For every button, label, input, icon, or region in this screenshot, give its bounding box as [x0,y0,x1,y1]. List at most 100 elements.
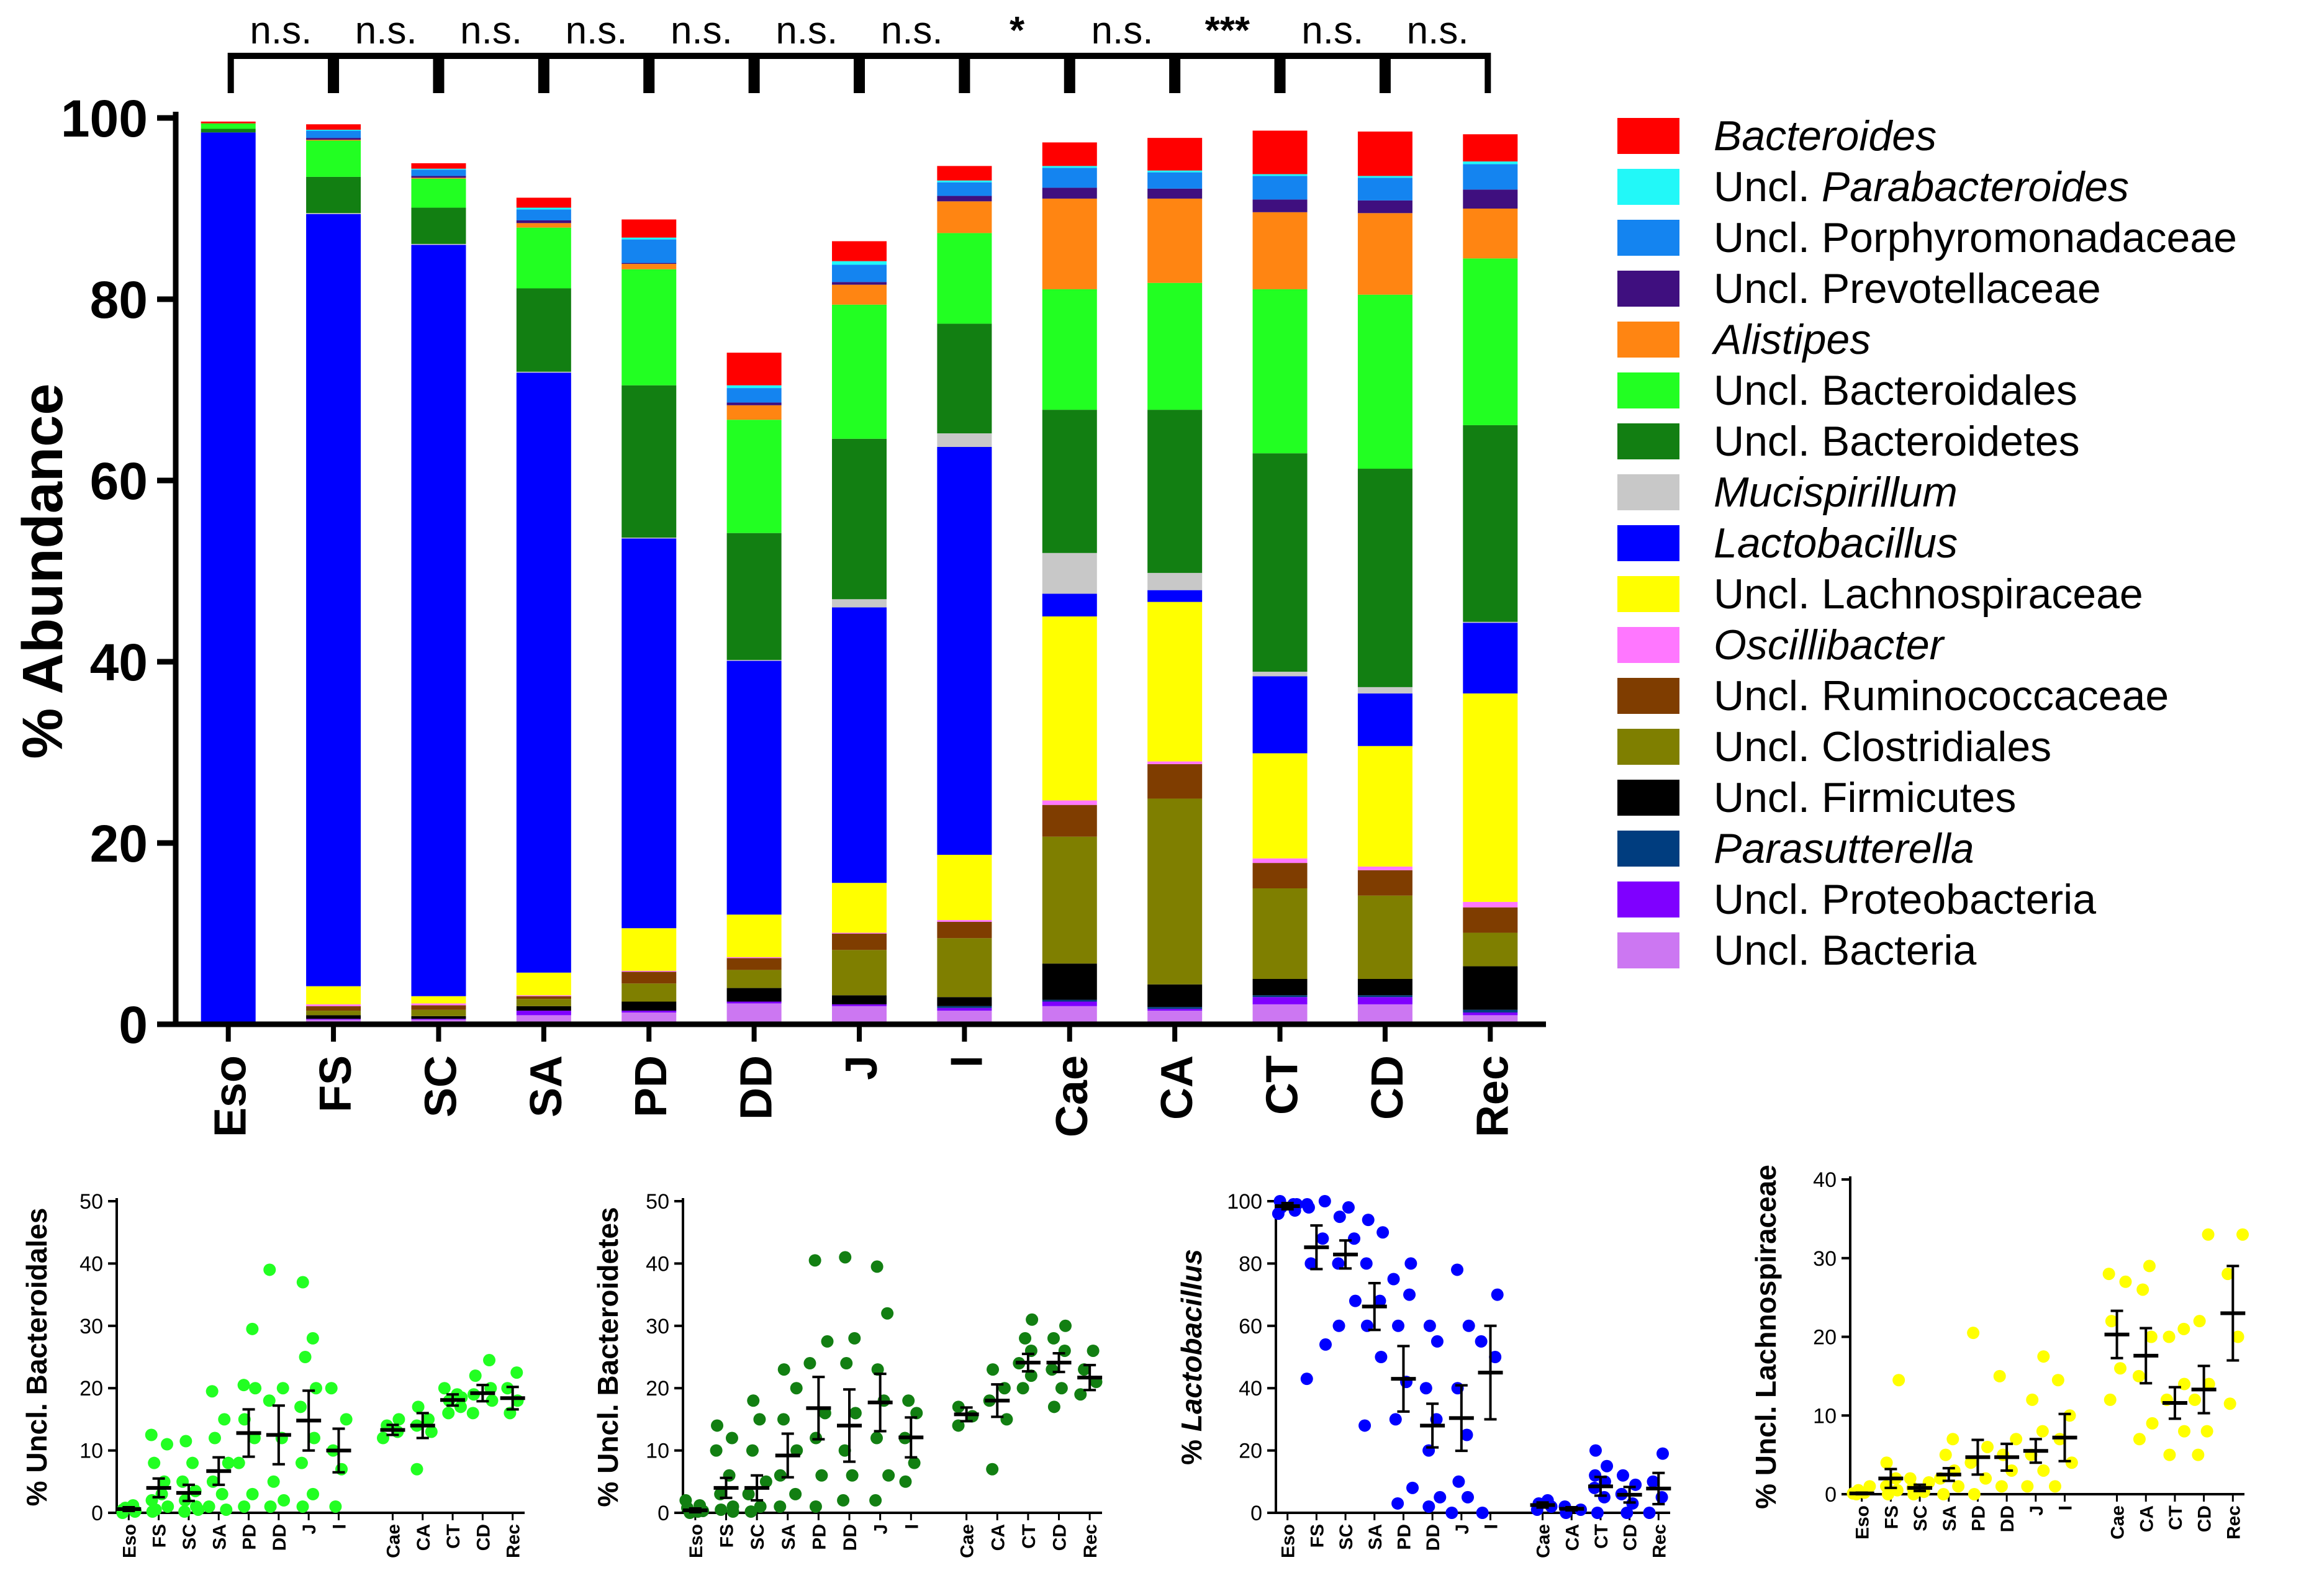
panel-y-tick-label: 40 [1239,1377,1262,1400]
panel-x-label: J [1452,1524,1473,1535]
legend-label-text: Lactobacillus [1714,520,1958,567]
significance-label-10: n.s. [1301,9,1363,52]
panel-x-label: Rec [1080,1524,1101,1558]
significance-label-5: n.s. [775,9,838,52]
panel-x-label: SC [1336,1524,1357,1550]
panel-y-tick-label: 20 [1239,1440,1262,1463]
legend-swatch-8 [1617,525,1679,561]
panel-x-label: I [2056,1505,2076,1510]
significance-brackets: n.s. n.s. n.s. n.s. n.s. n.s. n.s. * n.s. *** n.s.… [227,9,1491,93]
legend-label-text: Uncl. Firmicutes [1714,774,2016,821]
bar-segment-cae-13 [1042,187,1097,199]
bar-segment-pd-4 [621,983,677,1002]
data-point [501,1382,514,1395]
bar-segment-cd-13 [1357,200,1412,214]
bar-segment-pd-13 [621,263,677,264]
bar-segment-sc-7 [411,996,466,1004]
data-point [296,1276,309,1289]
legend-swatch-6 [1617,423,1679,459]
bar-segment-ct-0 [1252,1004,1308,1024]
bar-segment-cae-4 [1042,836,1097,964]
data-point [2037,1350,2050,1363]
data-point [1952,1480,1965,1493]
panel-y-tick-label: 40 [1813,1168,1837,1192]
bar-segment-dd-8 [726,660,782,915]
panel-2: 0 10 20 30 40 50 % Uncl. Bacteroidetes Eso FS SC S… [592,1190,1103,1558]
x-tick-label-eso: Eso [206,1055,256,1137]
bar-segment-ct-16 [1252,130,1308,174]
data-point [815,1469,828,1482]
data-point [2221,1268,2235,1281]
bar-segment-i-2 [937,1006,992,1008]
data-point [902,1394,915,1407]
bar-segment-ct-9 [1252,672,1308,677]
panel-x-label: CT [1019,1524,1039,1549]
significance-label-2: n.s. [460,9,522,52]
data-point [742,1487,755,1500]
panel-x-label: Cae [383,1524,404,1558]
legend-label-text: Uncl. Prevotellaceae [1714,265,2101,312]
bar-segment-j-16 [832,241,887,261]
legend-label-text: Uncl. Clostridiales [1714,723,2051,770]
data-point [294,1400,307,1413]
panel-y-tick-label: 20 [646,1377,669,1400]
bracket-4 [648,53,755,93]
data-point [2236,1228,2249,1241]
data-point [774,1500,787,1513]
bar-segment-dd-7 [726,914,782,957]
bar-segment-eso-16 [201,121,256,124]
bar-segment-cd-16 [1357,131,1412,176]
data-point [192,1503,205,1516]
legend-swatch-3 [1617,271,1679,307]
data-point [267,1475,280,1488]
data-point [218,1413,231,1426]
panel-x-label: FS [150,1524,170,1548]
panel-y-label: % Uncl. Bacteroidetes [592,1207,624,1507]
panel-y-label-italic: Lactobacillus [1175,1249,1208,1431]
legend-swatch-7 [1617,474,1679,510]
data-point [848,1332,861,1345]
bar-segment-dd-10 [726,533,782,660]
legend-label-0: Bacteroides [1714,112,1937,160]
bar-segment-cae-10 [1042,410,1097,553]
bar-segment-j-7 [832,883,887,933]
legend-label-6: Uncl. Bacteroidetes [1714,418,2080,465]
data-point [2192,1448,2205,1461]
x-tick-label-sa: SA [522,1055,571,1117]
data-point [1375,1351,1388,1363]
legend-swatch-4 [1617,322,1679,358]
data-point [208,1431,221,1445]
data-point [759,1475,772,1488]
panel-x-label: Rec [2223,1505,2244,1540]
bar-segment-ct-6 [1252,858,1308,863]
panel-y-tick-label: 50 [79,1190,103,1214]
bar-segment-j-14 [832,264,887,282]
data-point [910,1407,923,1420]
bracket-8 [1069,53,1176,93]
bar-segment-pd-0 [621,1012,677,1024]
bracket-10 [1279,53,1386,93]
bar-segment-sa-5 [516,996,571,999]
data-point [2223,1397,2236,1410]
panel-y-label-prefix: % [1175,1431,1208,1465]
legend-label-11: Uncl. Ruminococcaceae [1714,672,2169,719]
data-point [248,1431,261,1445]
bar-segment-ct-2 [1252,995,1308,998]
data-point [189,1484,202,1497]
data-point [1019,1332,1032,1345]
bar-segment-i-14 [937,182,992,196]
data-point [1995,1480,2008,1493]
data-point [2200,1425,2213,1438]
significance-label-7: * [1010,9,1025,52]
bar-segment-eso-10 [201,128,256,133]
data-point [1074,1388,1087,1401]
bar-segment-ca-15 [1147,170,1203,173]
data-point [249,1382,262,1395]
panel-x-label: CD [1050,1524,1070,1551]
panel-x-label: J [299,1524,320,1535]
panel-y-tick-label: 10 [79,1440,103,1463]
panel-y-tick-label: 0 [658,1502,669,1525]
bar-segment-rec-2 [1463,1009,1518,1013]
data-point [2177,1322,2190,1335]
